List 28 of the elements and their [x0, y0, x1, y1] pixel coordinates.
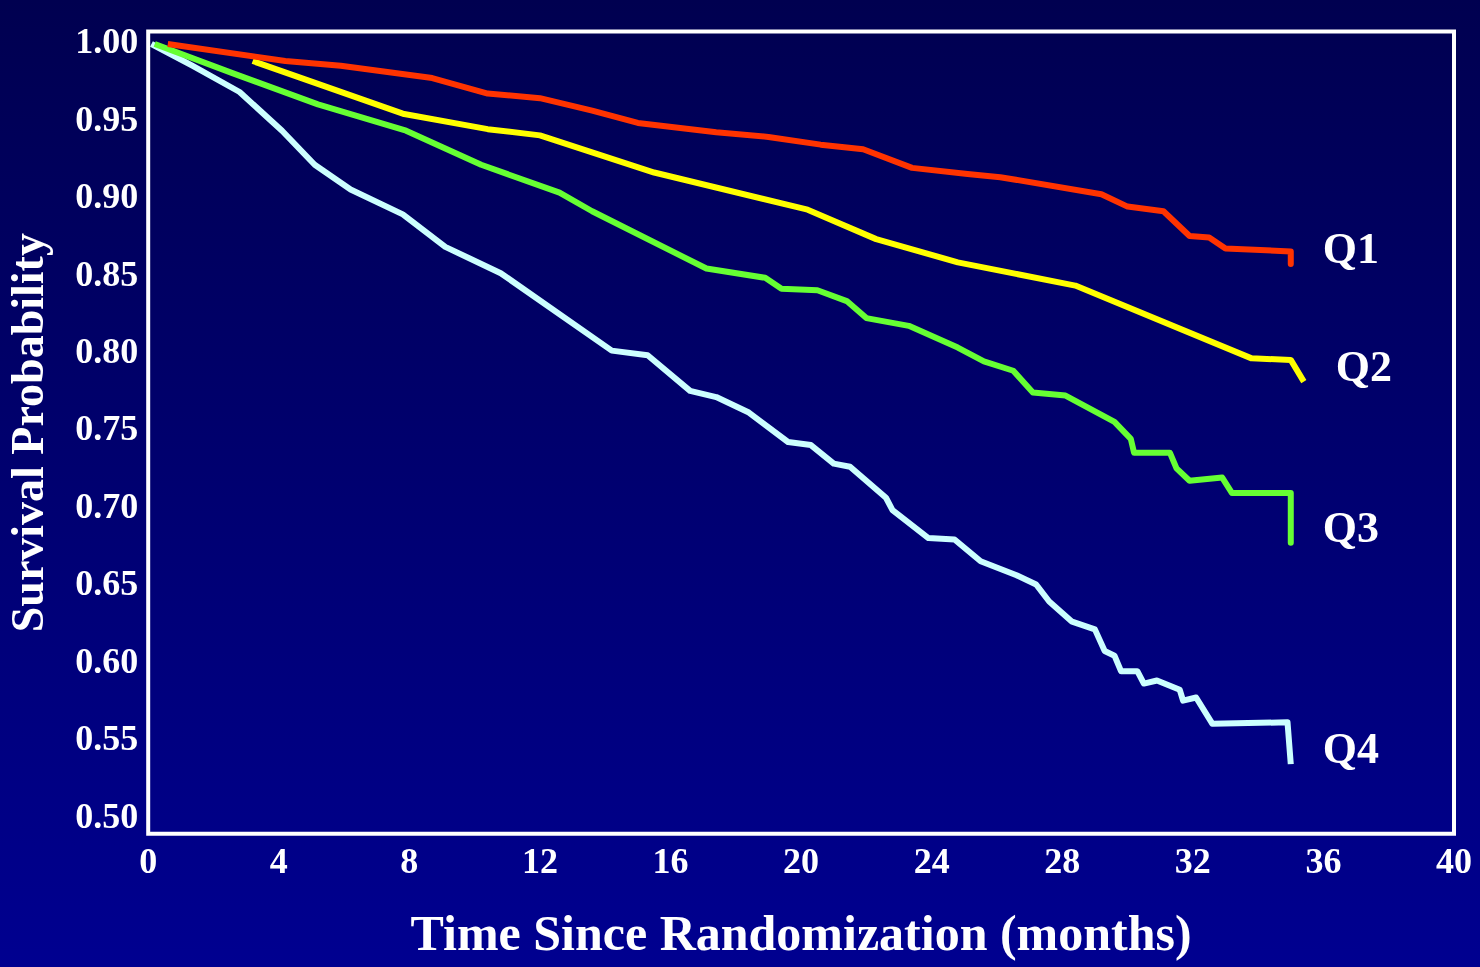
- x-tick-label: 12: [521, 840, 558, 881]
- y-tick-label: 0.75: [75, 408, 139, 449]
- y-tick-label: 0.70: [75, 485, 139, 526]
- x-tick-label: 20: [783, 840, 820, 881]
- x-tick-label: 28: [1044, 840, 1081, 881]
- x-tick-label: 0: [139, 840, 158, 881]
- y-tick-label: 0.95: [75, 98, 139, 139]
- x-tick-label: 36: [1305, 840, 1342, 881]
- series-label: Q1: [1322, 224, 1380, 274]
- y-axis-title: Survival Probability: [2, 233, 54, 633]
- y-tick-label: 0.85: [75, 253, 139, 294]
- y-tick-label: 0.50: [75, 795, 139, 836]
- x-tick-label: 40: [1436, 840, 1472, 881]
- x-tick-label: 16: [652, 840, 689, 881]
- x-tick-label: 32: [1174, 840, 1211, 881]
- series-label: Q2: [1335, 341, 1393, 391]
- y-tick-label: 0.80: [75, 331, 139, 372]
- x-tick-label: 8: [400, 840, 419, 881]
- x-axis-title: Time Since Randomization (months): [410, 904, 1192, 961]
- y-tick-label: 1.00: [75, 21, 139, 62]
- y-tick-label: 0.60: [75, 640, 139, 681]
- x-tick-label: 24: [913, 840, 950, 881]
- y-tick-label: 0.90: [75, 176, 139, 217]
- y-tick-label: 0.55: [75, 718, 139, 759]
- series-label: Q4: [1322, 724, 1380, 774]
- y-tick-label: 0.65: [75, 563, 139, 604]
- x-tick-label: 4: [269, 840, 288, 881]
- series-label: Q3: [1322, 503, 1380, 553]
